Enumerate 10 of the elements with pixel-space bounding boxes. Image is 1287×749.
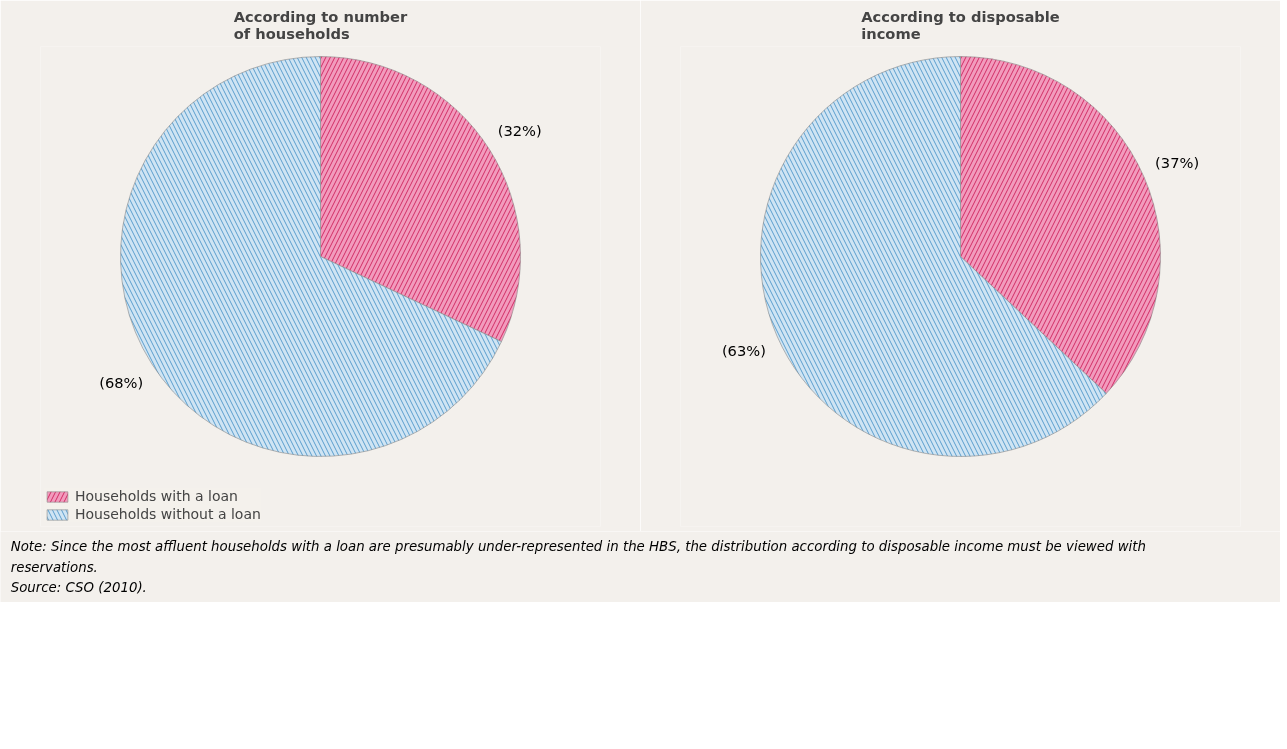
data-label: (32%) bbox=[497, 121, 542, 139]
data-label: (63%) bbox=[721, 341, 766, 359]
data-label: (68%) bbox=[99, 374, 144, 392]
text: Note: Since the most affluent households with a loan are presumably under-represented in the HBS, the distribution according to disposable income must be viewed with reservations. bbox=[10, 538, 1146, 575]
chart-title: According to number of households bbox=[233, 7, 409, 42]
chart-title: According to disposable income bbox=[861, 7, 1060, 42]
legend-label: Households with a loan bbox=[75, 488, 238, 504]
data-label: (37%) bbox=[1155, 154, 1200, 172]
legend-label: Households without a loan bbox=[75, 506, 261, 522]
source-note: Source: CSO (2010). bbox=[10, 580, 147, 596]
